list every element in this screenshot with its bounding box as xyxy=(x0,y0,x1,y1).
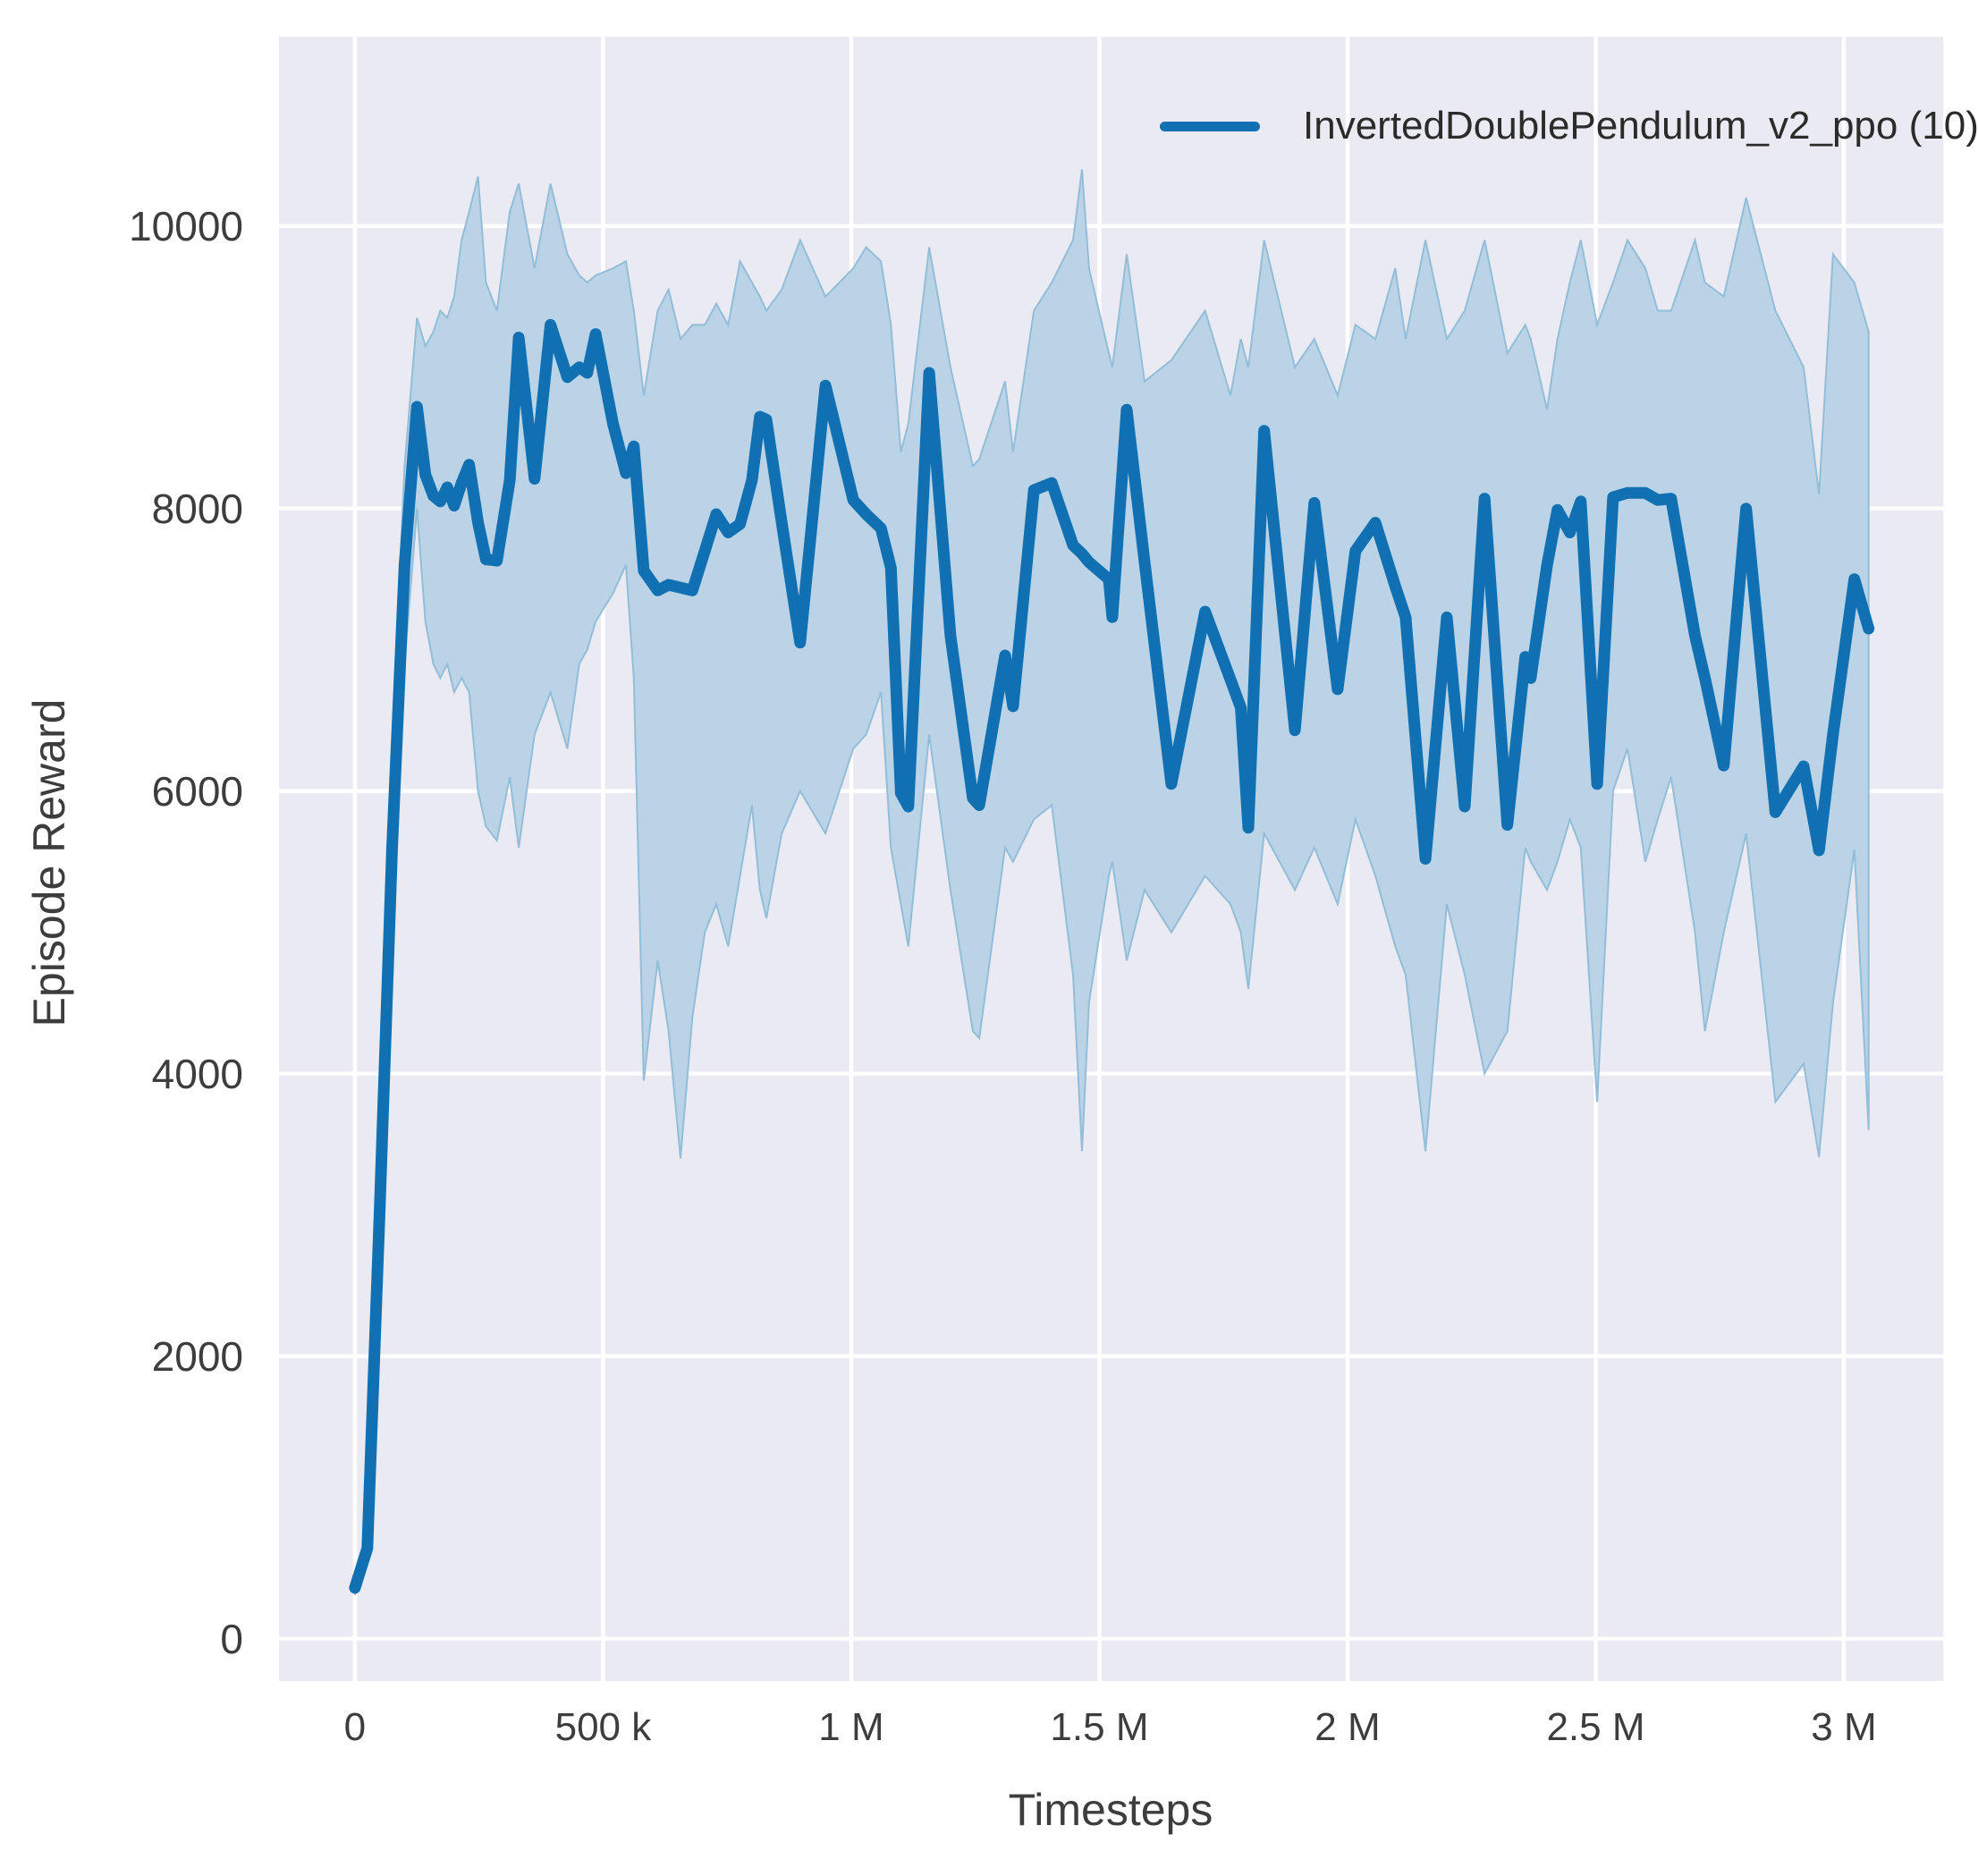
x-tick-label: 2.5 M xyxy=(1546,1705,1645,1749)
legend: InvertedDoublePendulum_v2_ppo (10) xyxy=(1160,104,1978,148)
legend-label: InvertedDoublePendulum_v2_ppo (10) xyxy=(1303,104,1978,148)
x-tick-label: 0 xyxy=(343,1705,367,1749)
x-axis-label: Timesteps xyxy=(1008,1785,1213,1835)
y-tick-label: 10000 xyxy=(129,202,243,249)
x-tick-label: 1.5 M xyxy=(1050,1705,1149,1749)
plot-area: InvertedDoublePendulum_v2_ppo (10) xyxy=(279,37,1978,1681)
y-tick-label: 2000 xyxy=(151,1332,243,1380)
mean-line xyxy=(349,318,1875,1594)
legend-line-sample xyxy=(1160,121,1260,131)
x-tick-label: 1 M xyxy=(818,1705,884,1749)
x-tick-label: 3 M xyxy=(1811,1705,1877,1749)
y-tick-label: 6000 xyxy=(151,767,243,815)
y-tick-label: 0 xyxy=(220,1615,243,1662)
chart-svg xyxy=(279,37,1943,1681)
mean-line-path xyxy=(349,318,1875,1594)
y-tick-label: 4000 xyxy=(151,1050,243,1097)
x-tick-label: 500 k xyxy=(554,1705,652,1749)
x-tick-label: 2 M xyxy=(1314,1705,1381,1749)
y-tick-label: 8000 xyxy=(151,485,243,532)
confidence-band xyxy=(353,169,1870,1595)
confidence-band-path xyxy=(353,169,1870,1595)
